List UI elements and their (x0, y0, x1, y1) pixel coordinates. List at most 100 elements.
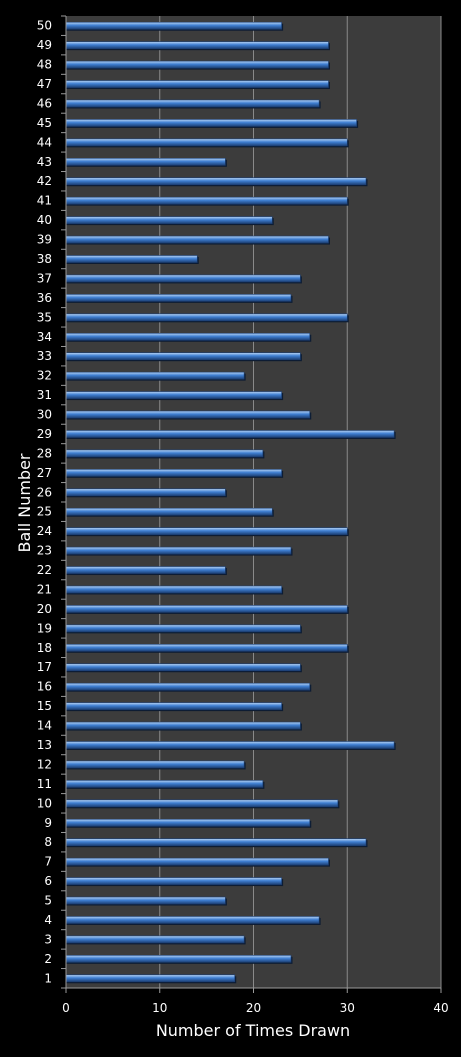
y-tick-label: 36 (37, 291, 52, 305)
bar-ball-21 (65, 585, 282, 594)
y-tick-label: 16 (37, 680, 52, 694)
x-tick-labels: 0 10 20 30 40 (62, 988, 449, 1015)
bar-ball-28 (65, 449, 264, 458)
y-tick-label: 35 (37, 310, 52, 324)
y-tick-label: 20 (37, 602, 52, 616)
bar-ball-47 (65, 80, 329, 88)
y-tick-label: 41 (37, 194, 52, 208)
bar-ball-11 (65, 780, 264, 788)
x-tick-label: 30 (340, 1001, 355, 1015)
bar-ball-43 (65, 158, 226, 166)
bar-ball-32 (65, 371, 245, 380)
bar-ball-49 (65, 41, 329, 49)
bar-ball-19 (65, 624, 301, 633)
bar-ball-24 (65, 527, 348, 535)
y-tick-label: 40 (37, 213, 52, 227)
bar-ball-12 (65, 760, 245, 769)
y-tick-label: 8 (44, 835, 52, 849)
y-tick-label: 30 (37, 408, 52, 422)
y-tick-label: 27 (37, 466, 52, 480)
y-tick-label: 44 (37, 135, 52, 149)
y-tick-label: 13 (37, 738, 52, 752)
bar-ball-35 (65, 313, 348, 322)
y-tick-label: 7 (44, 855, 52, 869)
bar-ball-42 (65, 177, 367, 186)
bar-ball-1 (65, 974, 236, 983)
y-tick-label: 1 (44, 971, 52, 985)
bar-ball-5 (65, 896, 226, 905)
y-tick-label: 4 (44, 913, 52, 927)
bar-ball-44 (65, 138, 348, 147)
bar-ball-14 (65, 721, 301, 730)
bar-ball-46 (65, 99, 320, 108)
y-tick-label: 38 (37, 252, 52, 266)
y-tick-label: 42 (37, 174, 52, 188)
bar-ball-15 (65, 702, 282, 710)
y-tick-label: 11 (37, 777, 52, 791)
y-tick-label: 24 (37, 524, 52, 538)
bar-ball-4 (65, 916, 320, 924)
y-tick-label: 17 (37, 660, 52, 674)
y-tick-label: 29 (37, 427, 52, 441)
y-tick-label: 10 (37, 796, 52, 810)
bar-ball-3 (65, 935, 245, 944)
bar-ball-25 (65, 507, 273, 516)
y-tick-label: 2 (44, 952, 52, 966)
x-tick-label: 0 (62, 1001, 70, 1015)
y-tick-label: 45 (37, 116, 52, 130)
bar-ball-7 (65, 857, 329, 866)
y-tick-label: 47 (37, 77, 52, 91)
y-tick-label: 28 (37, 446, 52, 460)
bar-ball-41 (65, 196, 348, 205)
bar-ball-13 (65, 741, 395, 749)
y-tick-label: 9 (44, 816, 52, 830)
y-tick-labels: 1234567891011121314151617181920212223242… (37, 19, 52, 986)
bar-ball-40 (65, 216, 273, 224)
y-tick-label: 19 (37, 621, 52, 635)
bar-ball-9 (65, 818, 311, 827)
bar-ball-39 (65, 235, 329, 244)
bar-ball-18 (65, 643, 348, 652)
bar-ball-50 (65, 21, 282, 30)
bar-ball-37 (65, 274, 301, 283)
y-tick-label: 43 (37, 155, 52, 169)
bar-ball-2 (65, 955, 292, 963)
bar-ball-29 (65, 430, 395, 438)
bar-ball-17 (65, 663, 301, 672)
bar-ball-48 (65, 60, 329, 69)
y-tick-label: 26 (37, 485, 52, 499)
bar-ball-16 (65, 682, 311, 691)
x-tick-label: 40 (433, 1001, 448, 1015)
y-tick-label: 22 (37, 563, 52, 577)
y-tick-label: 5 (44, 894, 52, 908)
bar-ball-34 (65, 332, 311, 341)
y-tick-label: 46 (37, 96, 52, 110)
bar-ball-36 (65, 294, 292, 302)
y-tick-label: 25 (37, 505, 52, 519)
y-tick-label: 31 (37, 388, 52, 402)
bar-ball-27 (65, 469, 282, 477)
y-tick-label: 50 (37, 19, 52, 33)
bar-ball-45 (65, 119, 357, 127)
bar-ball-38 (65, 255, 198, 263)
x-axis-title: Number of Times Drawn (156, 1021, 350, 1040)
y-tick-label: 32 (37, 369, 52, 383)
y-tick-label: 23 (37, 544, 52, 558)
bars (65, 21, 396, 984)
y-tick-label: 34 (37, 330, 52, 344)
bar-ball-31 (65, 391, 282, 399)
y-tick-label: 48 (37, 58, 52, 72)
y-tick-label: 14 (37, 719, 52, 733)
bar-ball-20 (65, 605, 348, 613)
bar-ball-23 (65, 546, 292, 555)
bar-ball-26 (65, 488, 226, 497)
bar-ball-33 (65, 352, 301, 361)
bar-ball-22 (65, 566, 226, 574)
x-tick-label: 10 (152, 1001, 167, 1015)
bar-ball-30 (65, 410, 311, 419)
y-tick-label: 33 (37, 349, 52, 363)
y-tick-label: 6 (44, 874, 52, 888)
bar-ball-8 (65, 838, 367, 847)
